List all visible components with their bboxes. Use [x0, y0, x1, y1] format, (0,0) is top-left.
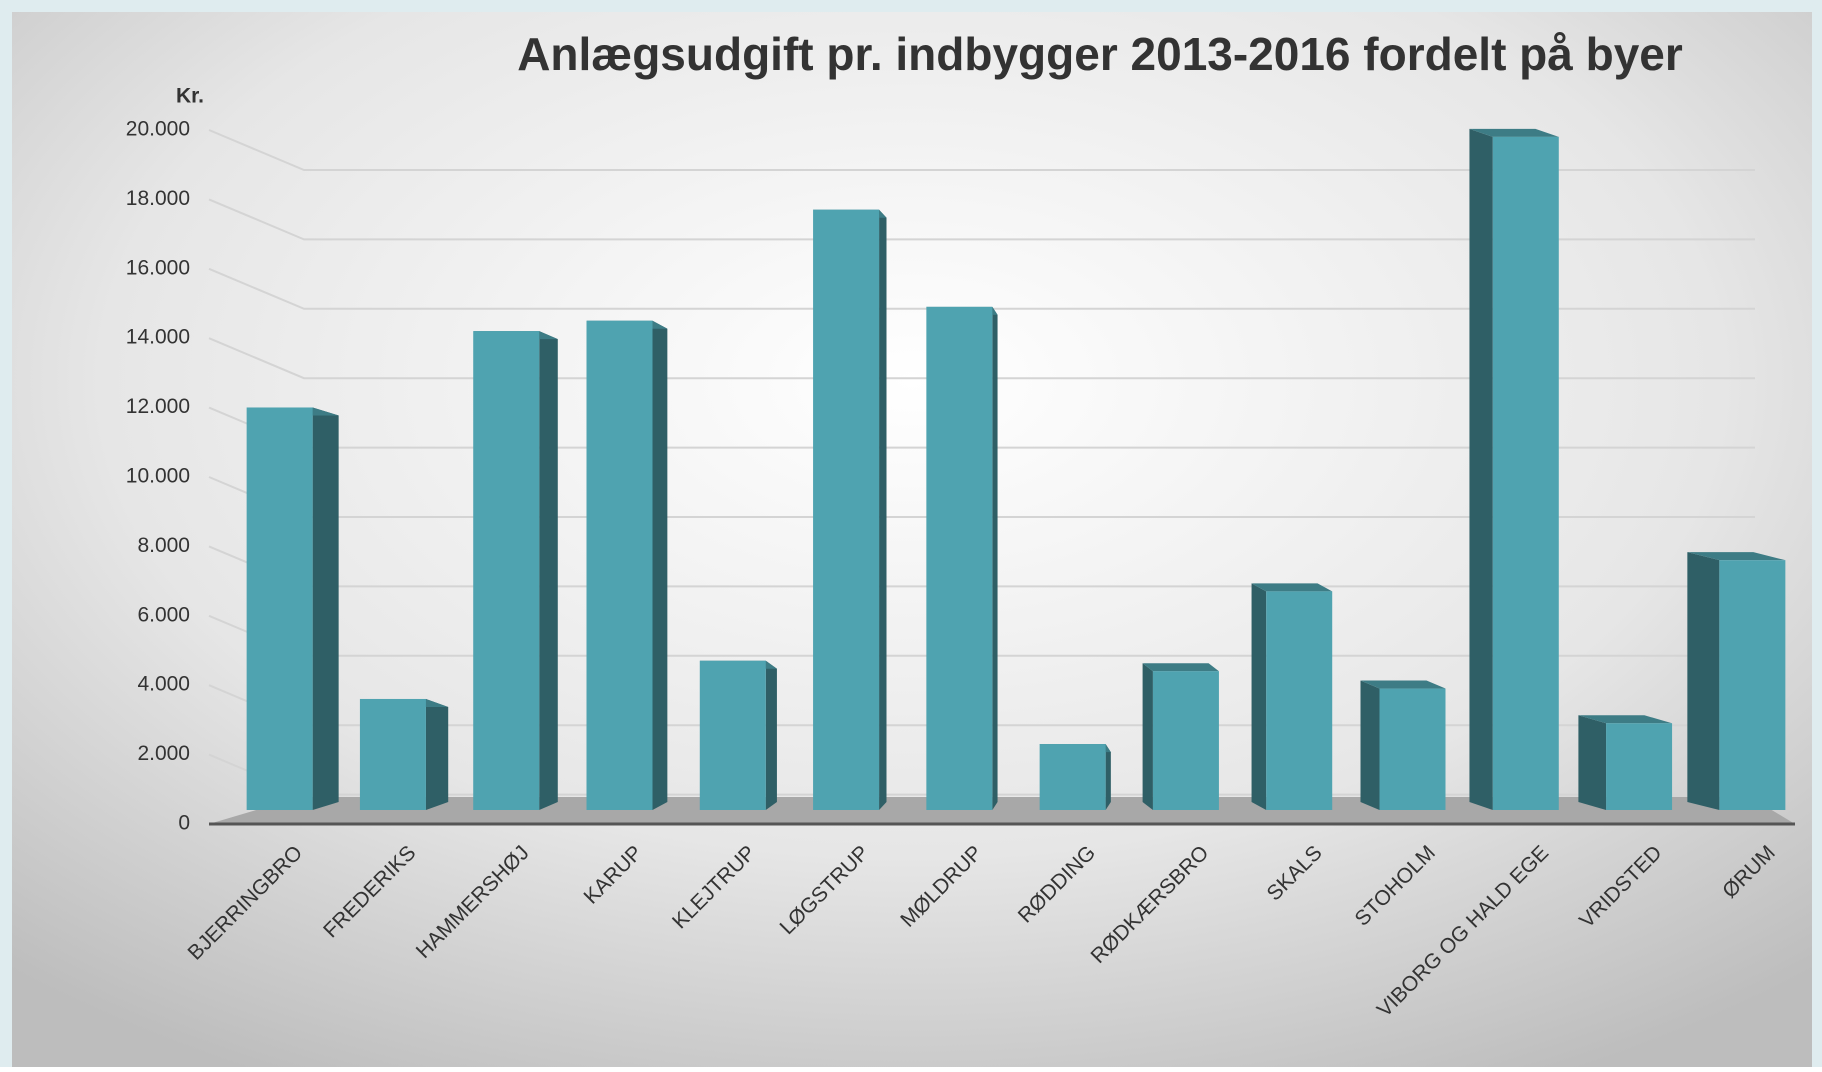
bar: [1492, 136, 1559, 810]
bar-side: [1360, 680, 1380, 810]
bar-side: [1578, 715, 1607, 810]
bar-side: [1687, 552, 1720, 810]
grid-line: [208, 129, 1755, 171]
bar-top: [1687, 552, 1786, 561]
y-tick-label: 14.000: [126, 326, 190, 349]
grid-line: [208, 198, 1755, 241]
bar-top: [1578, 715, 1673, 724]
grid-line: [208, 337, 1755, 380]
y-tick-label: 20.000: [126, 118, 190, 141]
y-axis-label: Kr.: [176, 85, 204, 108]
bar: [359, 698, 426, 810]
bar-side: [765, 660, 777, 810]
bar: [1152, 671, 1219, 810]
y-tick-label: 6.000: [137, 603, 190, 626]
grid-line: [208, 267, 1755, 310]
y-tick-label: 16.000: [126, 256, 190, 279]
bars: [246, 128, 1786, 810]
bar: [1379, 688, 1446, 810]
chart-title: Anlægsudgift pr. indbygger 2013-2016 for…: [517, 28, 1683, 80]
bar-top: [1142, 663, 1219, 672]
bar-side: [425, 698, 449, 810]
bar-side: [652, 320, 668, 810]
y-tick-label: 4.000: [137, 673, 190, 696]
y-tick-label: 12.000: [126, 395, 190, 418]
bar: [1266, 591, 1333, 810]
bar-side: [879, 209, 887, 810]
bar-side: [1251, 583, 1267, 810]
bar-top: [1251, 583, 1333, 592]
bar-side: [312, 407, 339, 810]
bar-top: [1469, 128, 1559, 137]
bar: [1719, 560, 1786, 810]
bar: [813, 209, 880, 810]
bar-side: [539, 331, 558, 810]
bar: [926, 306, 993, 810]
bar-side: [992, 306, 998, 810]
y-tick-label: 10.000: [126, 465, 190, 488]
bar: [586, 320, 653, 810]
bar: [1039, 744, 1106, 810]
y-tick-label: 0: [178, 812, 190, 835]
y-tick-label: 18.000: [126, 187, 190, 210]
bar-side: [1105, 744, 1111, 810]
bar-side: [1142, 663, 1153, 810]
y-tick-label: 2.000: [137, 742, 190, 765]
bar-side: [1469, 128, 1493, 810]
y-tick-label: 8.000: [137, 534, 190, 557]
bar-top: [1360, 680, 1446, 689]
bar: [473, 331, 540, 810]
bar: [699, 660, 766, 810]
bar: [1606, 723, 1673, 810]
bar: [246, 407, 313, 810]
